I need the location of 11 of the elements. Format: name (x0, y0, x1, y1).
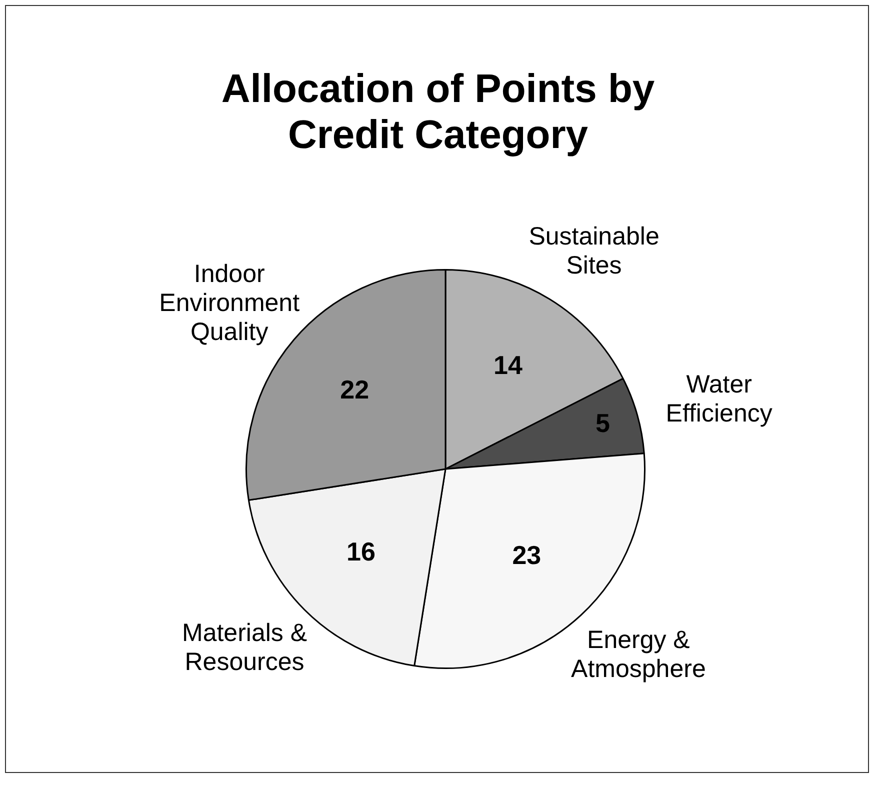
data-label: 5 (596, 408, 610, 438)
slice-label: Energy & Atmosphere (571, 626, 706, 684)
slice-label: Sustainable Sites (528, 222, 660, 280)
data-label: 14 (494, 350, 523, 380)
data-label: 16 (346, 536, 376, 567)
slice-label: Materials & Resources (182, 619, 308, 676)
data-label: 22 (340, 374, 370, 405)
slice-label: Indoor Environment Quality (159, 260, 300, 346)
slice-label: Water Efficiency (666, 370, 773, 428)
chart-title: Allocation of Points by Credit Category (220, 66, 656, 158)
data-label: 23 (512, 540, 542, 570)
